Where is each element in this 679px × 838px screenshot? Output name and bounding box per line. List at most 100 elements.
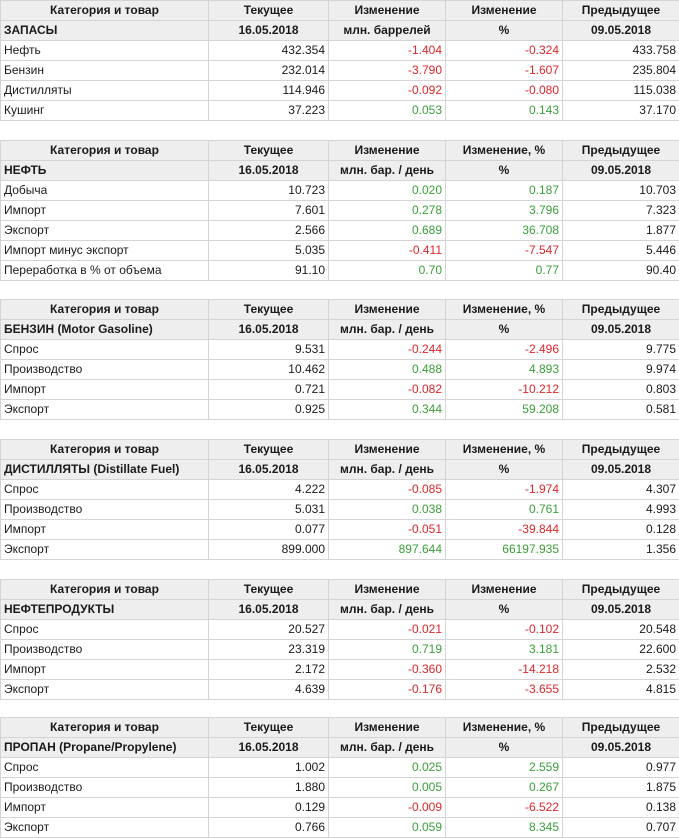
- col-previous-header: Предыдущее: [562, 299, 679, 320]
- table-row: Бензин 232.014 -3.790 -1.607 235.804: [0, 60, 679, 81]
- header-row: Категория и товар Текущее Изменение Изме…: [0, 717, 679, 738]
- row-change: 0.059: [328, 817, 446, 838]
- table-row: Производство 10.462 0.488 4.893 9.974: [0, 359, 679, 380]
- row-change: 0.025: [328, 757, 446, 778]
- row-current: 5.035: [208, 240, 329, 261]
- row-name: Спрос: [0, 479, 209, 500]
- row-current: 1.002: [208, 757, 329, 778]
- row-previous: 22.600: [562, 639, 679, 660]
- row-change: 0.344: [328, 399, 446, 420]
- row-name: Экспорт: [0, 399, 209, 420]
- col-previous-header: Предыдущее: [562, 140, 679, 161]
- col-previous-header: Предыдущее: [562, 579, 679, 600]
- row-change: -0.092: [328, 80, 446, 101]
- col-previous-header: Предыдущее: [562, 717, 679, 738]
- row-previous: 433.758: [562, 40, 679, 61]
- row-previous: 0.803: [562, 379, 679, 400]
- row-change: -0.360: [328, 659, 446, 680]
- previous-date: 09.05.2018: [562, 319, 679, 340]
- row-change: -3.790: [328, 60, 446, 81]
- table-row: Импорт 0.077 -0.051 -39.844 0.128: [0, 519, 679, 540]
- col-change-header: Изменение: [328, 140, 446, 161]
- row-change: 0.053: [328, 100, 446, 121]
- row-change-pct: 59.208: [445, 399, 563, 420]
- table-row: Спрос 4.222 -0.085 -1.974 4.307: [0, 479, 679, 500]
- table-row: Дистилляты 114.946 -0.092 -0.080 115.038: [0, 80, 679, 101]
- row-change: 0.488: [328, 359, 446, 380]
- table-row: Переработка в % от объема 91.10 0.70 0.7…: [0, 260, 679, 281]
- row-current: 4.639: [208, 679, 329, 700]
- row-previous: 9.974: [562, 359, 679, 380]
- header-row: Категория и товар Текущее Изменение Изме…: [0, 140, 679, 161]
- row-name: Переработка в % от объема: [0, 260, 209, 281]
- row-change: 0.689: [328, 220, 446, 241]
- row-current: 0.721: [208, 379, 329, 400]
- col-category-header: Категория и товар: [0, 299, 209, 320]
- row-change: -1.404: [328, 40, 446, 61]
- table-nefteprodukty: Категория и товар Текущее Изменение Изме…: [0, 579, 679, 700]
- table-row: Экспорт 0.925 0.344 59.208 0.581: [0, 399, 679, 420]
- col-current-header: Текущее: [208, 439, 329, 460]
- section-title: НЕФТЬ: [0, 160, 209, 181]
- row-current: 9.531: [208, 339, 329, 360]
- pct-unit: %: [445, 737, 563, 758]
- table-zapasy: Категория и товар Текущее Изменение Изме…: [0, 0, 679, 121]
- previous-date: 09.05.2018: [562, 160, 679, 181]
- row-previous: 0.138: [562, 797, 679, 818]
- row-current: 0.129: [208, 797, 329, 818]
- row-name: Импорт: [0, 797, 209, 818]
- row-name: Экспорт: [0, 539, 209, 560]
- row-change-pct: 4.893: [445, 359, 563, 380]
- row-current: 4.222: [208, 479, 329, 500]
- change-unit: млн. бар. / день: [328, 319, 446, 340]
- section-row: БЕНЗИН (Motor Gasoline) 16.05.2018 млн. …: [0, 319, 679, 340]
- col-change-pct-header: Изменение: [445, 579, 563, 600]
- row-previous: 1.356: [562, 539, 679, 560]
- col-category-header: Категория и товар: [0, 439, 209, 460]
- section-row: ПРОПАН (Propane/Propylene) 16.05.2018 мл…: [0, 737, 679, 758]
- row-change: -0.176: [328, 679, 446, 700]
- col-current-header: Текущее: [208, 0, 329, 21]
- row-name: Кушинг: [0, 100, 209, 121]
- row-current: 0.077: [208, 519, 329, 540]
- row-current: 114.946: [208, 80, 329, 101]
- table-row: Импорт 2.172 -0.360 -14.218 2.532: [0, 659, 679, 680]
- section-row: НЕФТЕПРОДУКТЫ 16.05.2018 млн. бар. / ден…: [0, 599, 679, 620]
- section-title: НЕФТЕПРОДУКТЫ: [0, 599, 209, 620]
- row-previous: 9.775: [562, 339, 679, 360]
- row-current: 2.566: [208, 220, 329, 241]
- row-name: Спрос: [0, 339, 209, 360]
- table-row: Производство 23.319 0.719 3.181 22.600: [0, 639, 679, 660]
- row-current: 91.10: [208, 260, 329, 281]
- col-category-header: Категория и товар: [0, 0, 209, 21]
- row-previous: 4.815: [562, 679, 679, 700]
- row-change-pct: -10.212: [445, 379, 563, 400]
- change-unit: млн. бар. / день: [328, 459, 446, 480]
- section-title: ЗАПАСЫ: [0, 20, 209, 41]
- row-change-pct: 3.181: [445, 639, 563, 660]
- col-change-pct-header: Изменение, %: [445, 439, 563, 460]
- row-change: 0.719: [328, 639, 446, 660]
- pct-unit: %: [445, 319, 563, 340]
- section-title: ДИСТИЛЛЯТЫ (Distillate Fuel): [0, 459, 209, 480]
- row-name: Нефть: [0, 40, 209, 61]
- section-row: ДИСТИЛЛЯТЫ (Distillate Fuel) 16.05.2018 …: [0, 459, 679, 480]
- row-change-pct: -0.080: [445, 80, 563, 101]
- header-row: Категория и товар Текущее Изменение Изме…: [0, 579, 679, 600]
- change-unit: млн. бар. / день: [328, 599, 446, 620]
- row-name: Производство: [0, 777, 209, 798]
- row-previous: 0.581: [562, 399, 679, 420]
- table-neft: Категория и товар Текущее Изменение Изме…: [0, 140, 679, 281]
- row-previous: 0.977: [562, 757, 679, 778]
- col-current-header: Текущее: [208, 717, 329, 738]
- row-change-pct: -1.607: [445, 60, 563, 81]
- row-current: 10.462: [208, 359, 329, 380]
- table-row: Импорт минус экспорт 5.035 -0.411 -7.547…: [0, 240, 679, 261]
- row-previous: 0.128: [562, 519, 679, 540]
- row-previous: 37.170: [562, 100, 679, 121]
- row-name: Производство: [0, 359, 209, 380]
- table-row: Импорт 0.721 -0.082 -10.212 0.803: [0, 379, 679, 400]
- row-change-pct: -2.496: [445, 339, 563, 360]
- row-change-pct: 0.143: [445, 100, 563, 121]
- col-change-header: Изменение: [328, 439, 446, 460]
